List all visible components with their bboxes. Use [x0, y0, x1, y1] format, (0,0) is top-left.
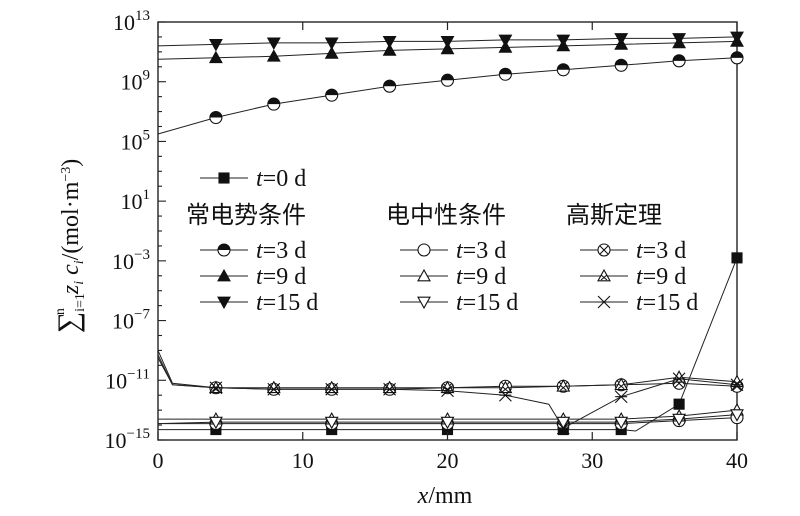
- series-point-9: [267, 382, 281, 396]
- x-tick-label: 20: [437, 448, 459, 473]
- series-point-8: [614, 377, 629, 391]
- legend-label: t=3 d: [456, 238, 506, 264]
- legend-marker: [597, 295, 611, 309]
- legend-label: t=15 d: [256, 290, 318, 316]
- series-line-6: [157, 414, 738, 425]
- series-point-2: [324, 46, 339, 59]
- legend-group-header: 常电势条件: [186, 201, 306, 229]
- legend-label: t=9 d: [456, 264, 506, 290]
- series-point-1: [730, 51, 744, 65]
- series-point-1: [556, 63, 570, 77]
- y-axis-title: ∑i=1nzi ci/(mol·m−3): [52, 159, 88, 334]
- series-point-3: [498, 34, 513, 48]
- series-point-9: [441, 384, 454, 398]
- legend-marker: [417, 243, 431, 257]
- series-point-1: [325, 88, 339, 102]
- y-tick-label: 105: [121, 127, 151, 154]
- legend-marker: [417, 268, 431, 282]
- tick-layer: 0 10 20 30 40 1013 109 105 101 10−3 10−7 10−11 10−15: [105, 8, 748, 473]
- legend-marker: [597, 268, 611, 282]
- series-line-1: [157, 57, 738, 135]
- y-tick-label: 10−3: [112, 247, 150, 274]
- series-point-1: [267, 97, 281, 111]
- series-point-1: [498, 67, 512, 81]
- y-tick-label: 10−11: [105, 366, 150, 393]
- series-point-2: [382, 43, 397, 56]
- series-point-3: [382, 36, 397, 49]
- series-point-2: [208, 50, 223, 64]
- series-line-5: [158, 409, 738, 420]
- series-point-3: [324, 37, 339, 51]
- legend-marker: [217, 268, 231, 282]
- y-tick-label: 10−7: [112, 307, 150, 334]
- series-point-0: [673, 398, 685, 410]
- svg-text:∑i=1nzi ci/(mol·m−3): ∑i=1nzi ci/(mol·m−3): [52, 159, 88, 334]
- series-point-6: [324, 416, 339, 430]
- series-point-6: [730, 409, 744, 422]
- legend-label: t=9 d: [256, 264, 306, 290]
- legend-label: t=15 d: [636, 290, 698, 316]
- legend-label: t=9 d: [636, 264, 686, 290]
- series-point-3: [266, 37, 281, 51]
- series-point-3: [556, 34, 571, 48]
- series-point-9: [325, 382, 339, 396]
- series-point-9: [209, 381, 223, 395]
- legend-marker: [217, 243, 231, 257]
- series-point-1: [209, 110, 223, 125]
- x-tick-label: 30: [581, 448, 603, 473]
- series-point-8: [498, 380, 513, 394]
- legend-label: t=3 d: [636, 238, 686, 264]
- series-point-6: [208, 416, 223, 430]
- legend-marker: [597, 243, 611, 257]
- series-point-2: [266, 49, 281, 62]
- x-tick-label: 10: [292, 448, 314, 473]
- y-tick-label: 109: [121, 68, 151, 95]
- y-tick-label: 10−15: [105, 426, 150, 453]
- series-point-3: [440, 36, 455, 49]
- legend-marker: [218, 172, 230, 184]
- series-point-6: [440, 416, 455, 430]
- series-line-4: [158, 417, 738, 425]
- series-point-3: [208, 39, 223, 52]
- series-point-6: [672, 413, 687, 427]
- series-point-1: [440, 73, 455, 87]
- legend-group-header: 高斯定理: [566, 201, 662, 229]
- series-point-0: [731, 252, 743, 264]
- series-point-9: [730, 378, 744, 392]
- y-tick-label: 1013: [113, 8, 150, 35]
- x-tick-label: 0: [153, 448, 164, 473]
- series-point-8: [556, 379, 571, 392]
- series-point-9: [499, 388, 512, 402]
- series-point-3: [730, 31, 744, 45]
- series-point-1: [672, 54, 686, 68]
- series-point-9: [672, 372, 686, 386]
- x-axis-title: x/mm: [417, 483, 473, 509]
- series-point-9: [556, 421, 570, 435]
- series-point-6: [614, 416, 629, 430]
- series-point-9: [383, 382, 396, 396]
- legend-label: t=3 d: [256, 238, 306, 264]
- series-point-3: [672, 33, 687, 46]
- series-point-3: [614, 33, 629, 46]
- legend-label: t=0 d: [256, 166, 306, 192]
- series-point-1: [614, 58, 628, 72]
- y-tick-label: 101: [121, 187, 151, 214]
- legend-label: t=15 d: [456, 290, 518, 316]
- legend-marker: [217, 296, 231, 310]
- legend-group-header: 电中性条件: [386, 201, 506, 229]
- legend-marker: [417, 296, 431, 310]
- series-layer: [157, 31, 744, 436]
- x-tick-label: 40: [726, 448, 748, 473]
- series-point-9: [614, 390, 628, 404]
- series-point-1: [383, 79, 397, 93]
